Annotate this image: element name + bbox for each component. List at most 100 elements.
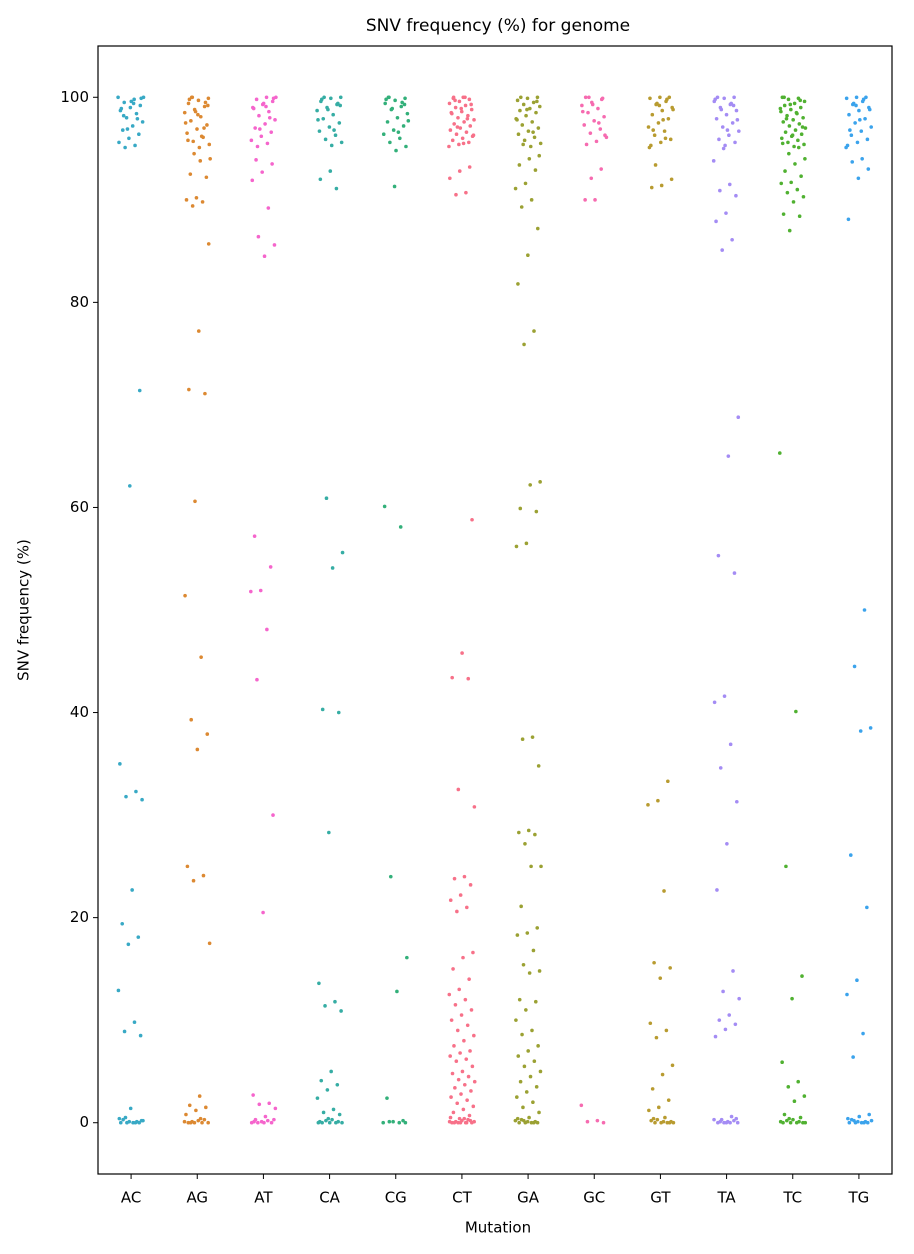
point (517, 830, 521, 835)
point (204, 175, 209, 180)
point (194, 1108, 198, 1113)
point (452, 122, 456, 126)
point (803, 126, 808, 130)
point (849, 133, 854, 138)
point (458, 1120, 463, 1125)
point (793, 162, 797, 166)
point (259, 134, 264, 139)
point (328, 169, 333, 173)
point (520, 1032, 524, 1037)
point (184, 198, 189, 202)
point (449, 110, 454, 115)
point (847, 112, 851, 117)
point (261, 910, 265, 915)
point (530, 120, 535, 124)
point (713, 1034, 718, 1039)
point (121, 113, 126, 118)
point (727, 1013, 732, 1017)
point (269, 130, 274, 134)
point (336, 710, 341, 715)
point (318, 177, 323, 182)
x-tick-label: GT (650, 1189, 671, 1207)
point (596, 106, 600, 111)
point (786, 1085, 791, 1089)
point (869, 1118, 874, 1123)
point (329, 143, 334, 148)
point (469, 102, 473, 107)
point (733, 140, 737, 145)
point (321, 1110, 326, 1115)
point (327, 830, 331, 835)
point (787, 151, 791, 156)
point (537, 104, 542, 109)
point (139, 1118, 144, 1123)
point (331, 112, 335, 117)
point (583, 95, 588, 100)
point (518, 108, 522, 113)
point (257, 113, 261, 118)
point (261, 101, 266, 106)
point (187, 1103, 192, 1108)
chart-title: SNV frequency (%) for genome (366, 16, 630, 36)
point (256, 234, 261, 239)
point (124, 115, 129, 120)
point (647, 145, 652, 150)
point (330, 1117, 334, 1122)
point (664, 1028, 669, 1033)
point (526, 828, 531, 833)
point (538, 1069, 543, 1074)
point (401, 1118, 405, 1123)
point (790, 133, 795, 138)
point (119, 106, 124, 111)
point (183, 121, 188, 125)
point (320, 1120, 324, 1125)
point (451, 1110, 456, 1115)
point (319, 97, 324, 102)
point (456, 787, 461, 792)
point (317, 981, 321, 986)
point (858, 118, 862, 122)
point (272, 243, 277, 247)
point (126, 942, 131, 947)
point (207, 941, 212, 946)
point (792, 1099, 797, 1103)
point (464, 1057, 469, 1061)
y-tick-label: 80 (70, 293, 89, 311)
point (661, 1119, 666, 1124)
point (663, 1115, 667, 1120)
point (462, 120, 466, 124)
point (785, 1118, 789, 1123)
point (264, 104, 268, 109)
point (791, 1117, 795, 1122)
point (447, 992, 452, 997)
point (138, 103, 143, 108)
point (785, 190, 790, 195)
point (202, 1117, 207, 1122)
point (205, 123, 209, 127)
point (266, 206, 271, 210)
point (521, 102, 526, 107)
point (728, 1120, 732, 1125)
point (853, 121, 857, 125)
point (723, 143, 727, 148)
point (141, 95, 146, 100)
point (735, 799, 739, 804)
point (333, 999, 337, 1004)
point (594, 139, 599, 144)
point (137, 132, 141, 136)
point (465, 1098, 469, 1102)
point (208, 157, 212, 161)
point (789, 180, 793, 185)
point (848, 853, 853, 857)
point (525, 107, 529, 112)
point (859, 129, 864, 133)
point (855, 140, 860, 145)
point (663, 136, 668, 141)
point (402, 102, 407, 107)
point (537, 969, 542, 973)
point (780, 1060, 784, 1065)
point (528, 144, 533, 149)
point (515, 933, 520, 937)
point (586, 110, 590, 115)
point (712, 700, 717, 705)
